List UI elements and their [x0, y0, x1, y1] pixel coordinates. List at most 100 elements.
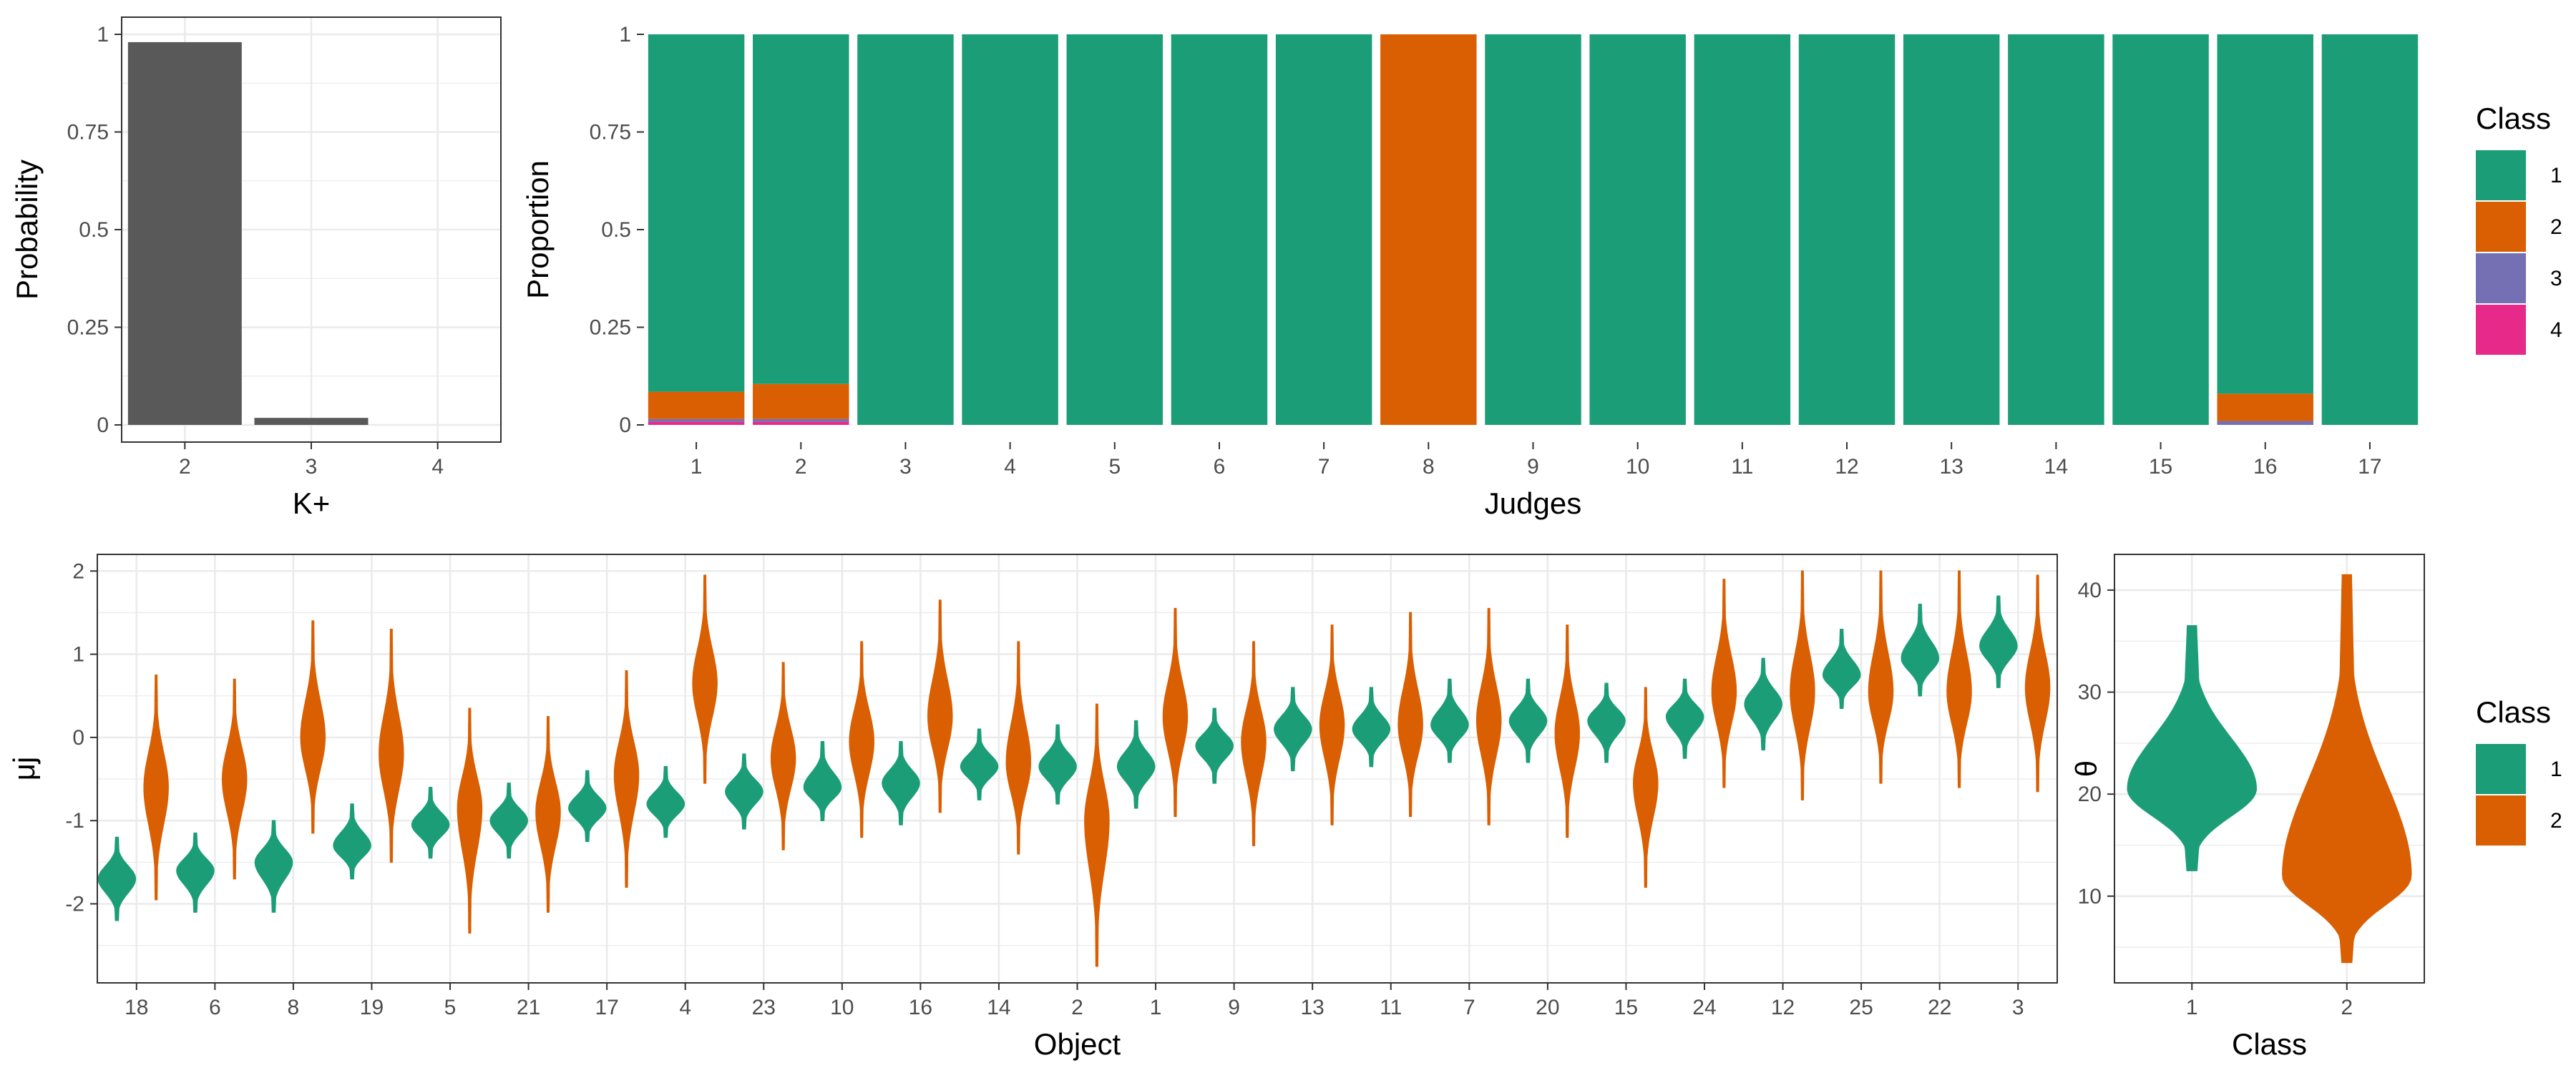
bar-judge-1-class-4: [648, 421, 745, 425]
legend-swatch-class-1: [2476, 150, 2526, 200]
violin-object-16-class-1: [882, 740, 920, 825]
violin-object-13-class-2: [1319, 624, 1345, 825]
legend-title: Class: [2476, 102, 2551, 135]
violin-object-3-class-1: [1979, 595, 2018, 688]
x-tick-label: 4: [1004, 455, 1016, 479]
bar-judge-3-class-1: [857, 34, 954, 425]
x-tick-label: 8: [288, 996, 300, 1019]
y-tick-label: 1: [72, 643, 84, 667]
bar-judge-2-class-4: [753, 421, 849, 425]
y-tick-label: 0.5: [601, 218, 631, 242]
violin-object-1-class-2: [1162, 607, 1189, 818]
bar-judge-5-class-1: [1066, 34, 1163, 425]
violin-object-22-class-2: [1946, 570, 1972, 788]
violin-object-17-class-2: [613, 670, 640, 888]
violin-object-6-class-2: [221, 678, 248, 880]
bar-judge-16-class-2: [2217, 393, 2313, 421]
violin-object-19-class-1: [333, 803, 371, 880]
x-tick-label: 22: [1928, 996, 1951, 1019]
violin-object-2-class-1: [1038, 724, 1077, 805]
violin-object-14-class-1: [960, 728, 999, 800]
violin-object-14-class-2: [1005, 641, 1032, 855]
x-tick-label: 15: [1614, 996, 1638, 1019]
legend-swatch-class-3: [2476, 253, 2526, 303]
x-tick-label: 3: [899, 455, 912, 479]
legend-label-class-2: 2: [2550, 215, 2562, 239]
y-tick-label: 0: [72, 726, 84, 750]
x-tick-label: 2: [1071, 996, 1083, 1019]
x-tick-label: 2: [179, 455, 191, 479]
y-tick-label: 0.25: [67, 316, 109, 340]
violin-object-25-class-2: [1868, 570, 1894, 784]
x-tick-label: 11: [1731, 455, 1753, 479]
x-tick-label: 4: [679, 996, 691, 1019]
y-tick-label: 0.5: [79, 218, 109, 242]
x-tick-label: 10: [830, 996, 854, 1019]
violin-object-21-class-2: [535, 716, 561, 913]
bar-judge-4-class-1: [962, 34, 1058, 425]
violin-object-5-class-2: [457, 707, 483, 934]
x-tick-label: 23: [752, 996, 776, 1019]
x-tick-label: 1: [2186, 996, 2198, 1019]
x-tick-label: 9: [1228, 996, 1240, 1019]
bar-judge-6-class-1: [1171, 34, 1268, 425]
y-tick-label: -1: [65, 809, 84, 833]
violin-object-2-class-2: [1084, 703, 1110, 967]
legend-swatch-class-2: [2476, 795, 2526, 846]
x-tick-label: 19: [360, 996, 384, 1019]
y-tick-label: 0.75: [67, 121, 109, 144]
violin-object-1-class-1: [1116, 720, 1156, 809]
violin-object-7-class-1: [1430, 678, 1469, 763]
x-tick-label: 12: [1835, 455, 1858, 479]
x-tick-label: 14: [987, 996, 1010, 1019]
x-tick-label: 8: [1423, 455, 1435, 479]
violin-object-19-class-2: [379, 628, 404, 863]
bar-judge-13-class-1: [1903, 34, 2000, 425]
x-tick-label: 1: [691, 455, 703, 479]
y-tick-label: 30: [2078, 681, 2102, 705]
x-tick-label: 2: [2341, 996, 2353, 1019]
violin-object-8-class-2: [300, 620, 326, 834]
violin-object-18-class-1: [97, 836, 137, 921]
bar-judge-17-class-1: [2321, 34, 2419, 425]
y-tick-label: 10: [2078, 885, 2102, 908]
x-tick-label: 16: [2253, 455, 2277, 479]
violin-object-8-class-1: [254, 820, 293, 913]
violin-object-15-class-1: [1587, 682, 1626, 763]
x-axis-title: Class: [2232, 1027, 2307, 1061]
violin-object-17-class-1: [568, 770, 607, 843]
bar-judge-16-class-1: [2217, 34, 2313, 394]
violin-object-10-class-1: [803, 740, 842, 821]
x-tick-label: 18: [125, 996, 148, 1019]
violin-object-4-class-2: [692, 574, 718, 784]
violin-object-12-class-2: [1790, 570, 1815, 800]
x-tick-label: 17: [595, 996, 618, 1019]
x-tick-label: 3: [2012, 996, 2024, 1019]
violin-object-23-class-1: [725, 753, 763, 830]
y-tick-label: 1: [619, 23, 631, 46]
x-tick-label: 21: [517, 996, 540, 1019]
bar-judge-15-class-1: [2112, 34, 2209, 425]
x-tick-label: 11: [1380, 996, 1402, 1019]
violin-object-22-class-1: [1901, 604, 1940, 697]
violin-object-24-class-2: [1711, 579, 1737, 788]
violin-object-12-class-1: [1744, 657, 1782, 751]
x-axis-title: Object: [1034, 1027, 1121, 1061]
y-tick-label: 1: [97, 23, 109, 46]
legend-label-class-3: 3: [2550, 267, 2562, 290]
violin-object-5-class-1: [411, 786, 450, 859]
y-axis-title: Probability: [10, 160, 44, 300]
violin-object-25-class-1: [1822, 628, 1861, 709]
y-tick-label: 0.25: [590, 316, 631, 340]
violin-object-20-class-2: [1554, 624, 1580, 838]
violin-object-9-class-1: [1195, 707, 1234, 784]
x-tick-label: 12: [1771, 996, 1795, 1019]
legend-label-class-1: 1: [2550, 758, 2562, 781]
y-axis-title: Proportion: [521, 160, 555, 299]
y-tick-label: 0.75: [590, 121, 631, 144]
x-tick-label: 13: [1300, 996, 1324, 1019]
violin-object-11-class-2: [1397, 612, 1423, 818]
y-tick-label: -2: [65, 893, 84, 916]
bar-judge-2-class-2: [753, 383, 849, 419]
